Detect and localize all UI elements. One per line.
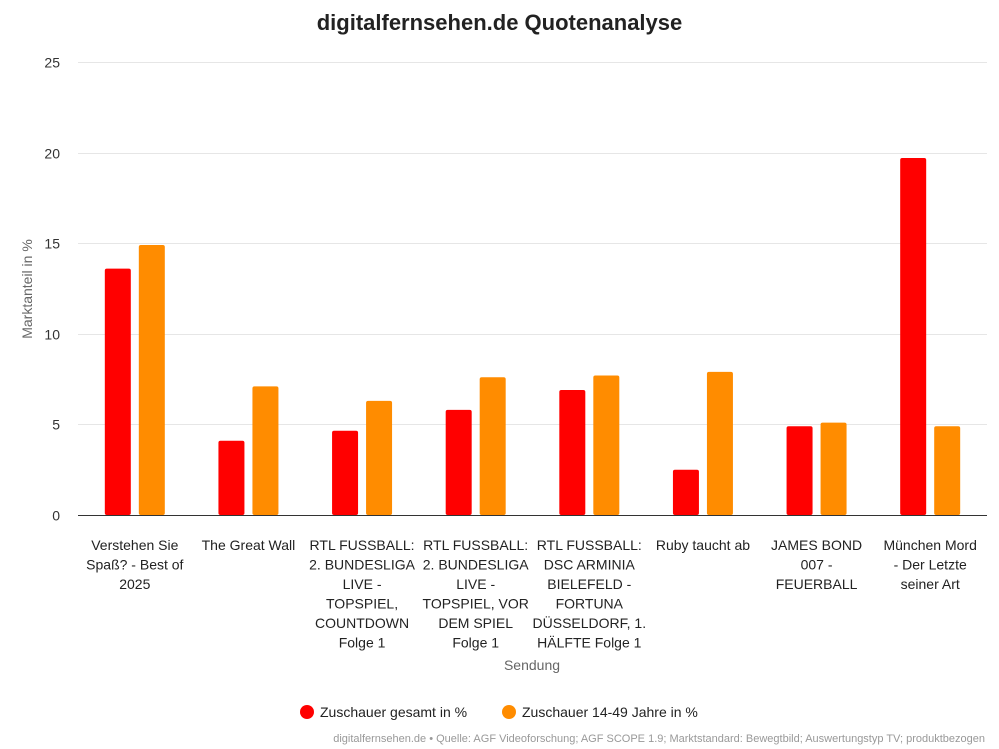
- y-axis-title: Marktanteil in %: [19, 239, 35, 339]
- bar: [218, 440, 245, 515]
- x-tick-label-line: 2025: [119, 576, 150, 592]
- bar: [252, 386, 279, 515]
- x-tick-label: The Great Wall: [202, 537, 296, 553]
- bar: [104, 268, 131, 515]
- x-tick-label-line: LIVE -: [343, 576, 382, 592]
- x-tick-label-line: BIELEFELD -: [547, 576, 631, 592]
- x-tick-label-line: COUNTDOWN: [315, 615, 409, 631]
- legend-label: Zuschauer gesamt in %: [320, 704, 467, 720]
- x-tick-label-line: Ruby taucht ab: [656, 537, 750, 553]
- y-tick-label: 15: [44, 236, 60, 252]
- bar: [445, 409, 472, 515]
- bar: [786, 426, 813, 515]
- y-tick-label: 5: [52, 417, 60, 433]
- legend-marker: [502, 705, 516, 719]
- legend-marker: [300, 705, 314, 719]
- x-tick-label-line: DSC ARMINIA: [544, 557, 636, 573]
- credits: digitalfernsehen.de • Quelle: AGF Videof…: [333, 733, 985, 745]
- x-tick-label-line: - Der Letzte: [894, 557, 967, 573]
- x-tick-label: JAMES BOND 007 - FEUERBALL: [771, 537, 862, 592]
- x-tick-label: Ruby taucht ab: [656, 537, 750, 553]
- bar: [366, 400, 393, 515]
- x-tick-label-line: München Mord: [883, 537, 976, 553]
- y-tick-label: 25: [44, 55, 60, 71]
- y-tick-label: 20: [44, 146, 60, 162]
- bar: [900, 158, 927, 515]
- x-axis-title: Sendung: [504, 657, 560, 673]
- bars: [104, 158, 961, 515]
- x-tick-label-line: FORTUNA: [556, 596, 624, 612]
- bar: [672, 469, 699, 515]
- x-tick-label-line: RTL FUSSBALL:: [310, 537, 415, 553]
- x-tick-label-line: The Great Wall: [202, 537, 296, 553]
- x-tick-label: RTL FUSSBALL: 2. BUNDESLIGA LIVE - TOPSPIEL…: [309, 537, 415, 651]
- grid: [78, 62, 987, 425]
- x-tick-label-line: HÄLFTE Folge 1: [537, 635, 641, 651]
- bar: [706, 371, 733, 515]
- x-tick-label-line: 2. BUNDESLIGA: [309, 557, 415, 573]
- x-axis-labels: Verstehen Sie Spaß? - Best of 2025 The Grea…: [86, 537, 977, 651]
- x-tick-label-line: TOPSPIEL,: [326, 596, 398, 612]
- bar: [138, 245, 165, 515]
- bar: [593, 375, 620, 515]
- x-tick-label: München Mord - Der Letzte seiner Art: [883, 537, 976, 592]
- bar: [934, 426, 961, 515]
- legend: Zuschauer gesamt in % Zuschauer 14-49 Jah…: [300, 704, 698, 720]
- bar: [479, 377, 506, 515]
- y-axis-ticks: 0 5 10 15 20 25: [44, 55, 60, 524]
- x-tick-label: RTL FUSSBALL: DSC ARMINIA BIELEFELD - FORTU…: [533, 537, 647, 651]
- chart-title: digitalfernsehen.de Quotenanalyse: [317, 10, 683, 35]
- x-tick-label: Verstehen Sie Spaß? - Best of 2025: [86, 537, 183, 592]
- legend-item[interactable]: Zuschauer gesamt in %: [300, 704, 467, 720]
- x-tick-label-line: Folge 1: [452, 635, 499, 651]
- legend-label: Zuschauer 14-49 Jahre in %: [522, 704, 698, 720]
- x-tick-label-line: TOPSPIEL, VOR: [423, 596, 529, 612]
- y-tick-label: 10: [44, 327, 60, 343]
- x-tick-label-line: 2. BUNDESLIGA: [423, 557, 529, 573]
- y-tick-label: 0: [52, 508, 60, 524]
- x-tick-label-line: seiner Art: [901, 576, 960, 592]
- x-tick-label-line: DÜSSELDORF, 1.: [533, 614, 647, 631]
- x-tick-label-line: DEM SPIEL: [438, 615, 513, 631]
- x-tick-label: RTL FUSSBALL: 2. BUNDESLIGA LIVE - TOPSPIEL…: [423, 537, 530, 651]
- legend-item[interactable]: Zuschauer 14-49 Jahre in %: [502, 704, 698, 720]
- x-tick-label-line: RTL FUSSBALL:: [423, 537, 528, 553]
- bar: [559, 389, 586, 515]
- x-tick-label-line: FEUERBALL: [776, 576, 858, 592]
- bar: [332, 430, 359, 515]
- x-tick-label-line: Verstehen Sie: [91, 537, 178, 553]
- x-tick-label-line: JAMES BOND: [771, 537, 862, 553]
- x-tick-label-line: RTL FUSSBALL:: [537, 537, 642, 553]
- x-tick-label-line: 007 -: [801, 557, 833, 573]
- x-tick-label-line: LIVE -: [456, 576, 495, 592]
- x-tick-label-line: Spaß? - Best of: [86, 557, 183, 573]
- x-tick-label-line: Folge 1: [339, 635, 386, 651]
- bar: [820, 422, 847, 515]
